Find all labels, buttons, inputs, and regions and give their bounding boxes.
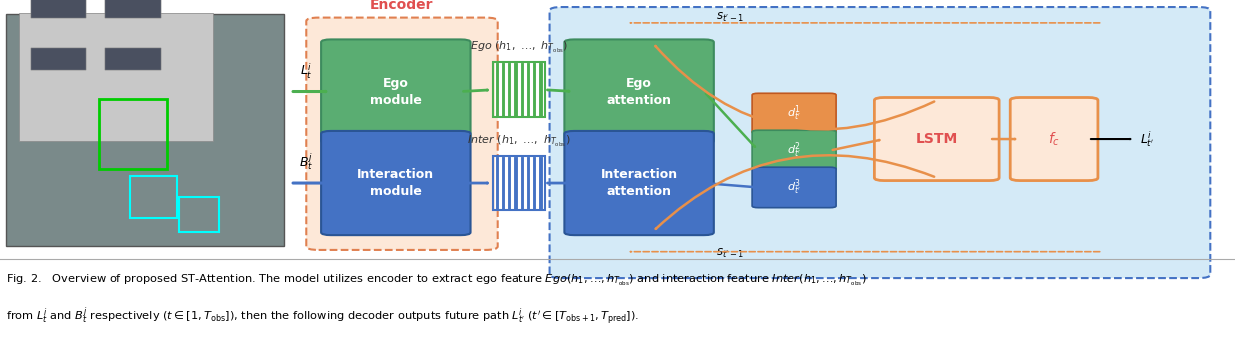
Text: LSTM: LSTM [915, 132, 958, 146]
Bar [31, 0, 86, 18]
Bar [526, 156, 530, 210]
Text: $L^i_{t^\prime}$: $L^i_{t^\prime}$ [1140, 129, 1155, 149]
Bar [31, 48, 86, 70]
Text: $L^i_t$: $L^i_t$ [300, 62, 312, 81]
Bar [501, 63, 505, 117]
FancyBboxPatch shape [1010, 98, 1098, 181]
Bar [538, 156, 542, 210]
Text: Decoder: Decoder [847, 0, 913, 2]
Bar [514, 63, 517, 117]
FancyBboxPatch shape [752, 167, 836, 208]
FancyBboxPatch shape [752, 130, 836, 171]
Bar [508, 63, 511, 117]
Bar [514, 156, 517, 210]
Bar [520, 63, 524, 117]
Bar [526, 63, 530, 117]
Bar [31, 48, 86, 70]
Text: $f_c$: $f_c$ [1049, 130, 1060, 148]
Bar [538, 63, 542, 117]
Text: $Inter\ (h_1,\ \ldots,\ h_{T_{\mathrm{obs}}})$: $Inter\ (h_1,\ \ldots,\ h_{T_{\mathrm{ob… [467, 134, 571, 149]
Bar [508, 156, 511, 210]
Bar [99, 99, 167, 169]
Bar [130, 176, 177, 218]
Bar [6, 14, 284, 246]
Bar [493, 63, 545, 117]
Text: $d^3_{t^\prime}$: $d^3_{t^\prime}$ [787, 178, 802, 197]
Text: $B^j_t$: $B^j_t$ [299, 151, 314, 172]
Text: Fig. 2.   Overview of proposed ST-Attention. The model utilizes encoder to extra: Fig. 2. Overview of proposed ST-Attentio… [6, 273, 867, 288]
FancyBboxPatch shape [321, 39, 471, 144]
Bar [532, 156, 536, 210]
FancyBboxPatch shape [306, 18, 498, 250]
Bar [532, 63, 536, 117]
Text: Ego
attention: Ego attention [606, 76, 672, 107]
Text: $d^1_{t^\prime}$: $d^1_{t^\prime}$ [787, 104, 802, 123]
Text: $d^2_{t^\prime}$: $d^2_{t^\prime}$ [787, 141, 802, 160]
Bar [501, 156, 505, 210]
Text: $s_{t^\prime-1}$: $s_{t^\prime-1}$ [716, 247, 745, 260]
Text: Encoder: Encoder [370, 0, 433, 12]
Text: from $L^i_t$ and $B^j_t$ respectively ($t\in[1,T_{\rm obs}]$), then the followin: from $L^i_t$ and $B^j_t$ respectively ($… [6, 306, 640, 328]
FancyBboxPatch shape [564, 39, 714, 144]
Bar [105, 48, 161, 70]
Bar [520, 156, 524, 210]
Bar [495, 156, 499, 210]
FancyBboxPatch shape [564, 131, 714, 235]
Bar [105, 0, 161, 18]
Bar [19, 13, 212, 141]
FancyBboxPatch shape [321, 131, 471, 235]
Bar [105, 48, 161, 70]
Text: Interaction
module: Interaction module [357, 168, 435, 198]
FancyBboxPatch shape [550, 7, 1210, 278]
Text: Interaction
attention: Interaction attention [600, 168, 678, 198]
Text: Ego
module: Ego module [369, 76, 422, 107]
Bar [31, 0, 86, 18]
Bar [495, 63, 499, 117]
Text: $s_{t^\prime-1}$: $s_{t^\prime-1}$ [716, 11, 745, 24]
Bar [105, 0, 161, 18]
Text: $Ego\ (h_1,\ \ldots,\ h_{T_{\mathrm{obs}}})$: $Ego\ (h_1,\ \ldots,\ h_{T_{\mathrm{obs}… [469, 40, 568, 55]
Bar [493, 156, 545, 210]
FancyBboxPatch shape [874, 98, 999, 181]
FancyBboxPatch shape [752, 93, 836, 134]
Bar [179, 197, 219, 232]
